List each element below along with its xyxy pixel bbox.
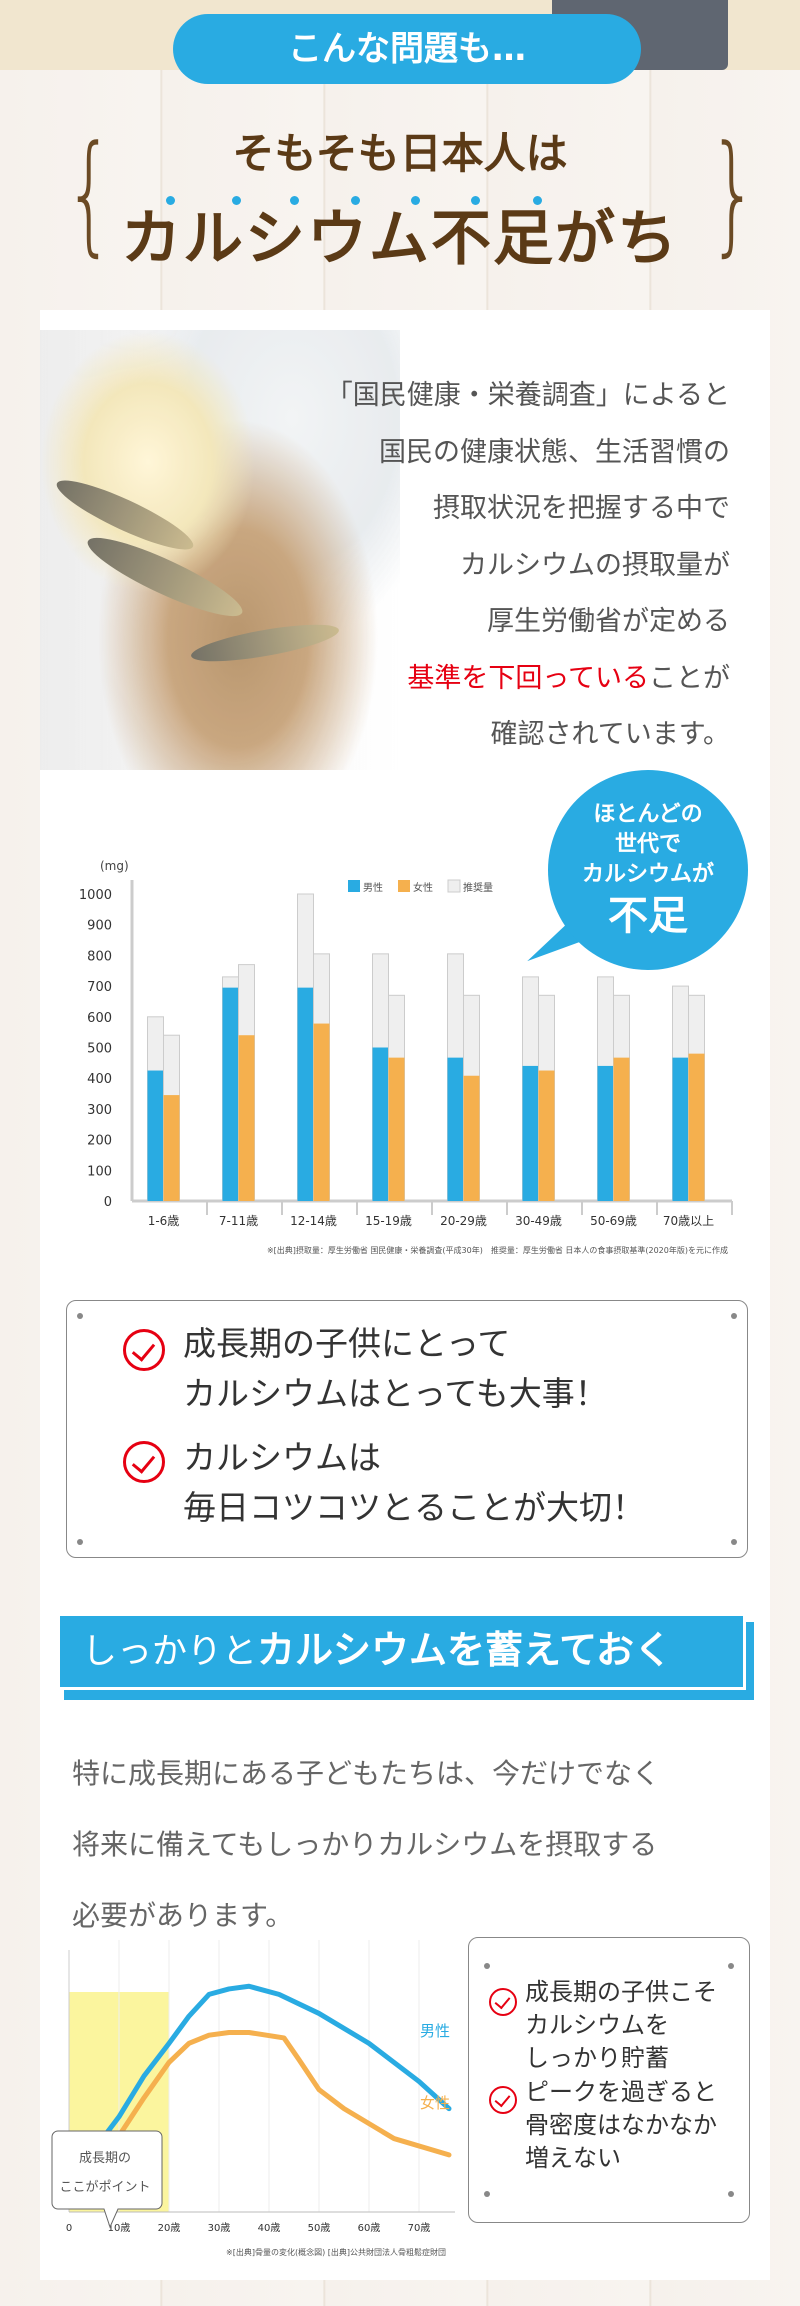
problem-pill: こんな問題も…: [173, 14, 641, 84]
y-tick-label: 400: [87, 1072, 112, 1087]
female-bar: [388, 1057, 405, 1201]
x-tick-label: 40歳: [258, 2222, 281, 2234]
x-tick-label: 10歳: [108, 2222, 131, 2234]
male-bar: [672, 1057, 689, 1201]
male-bar: [522, 1065, 539, 1201]
female-line: [81, 2029, 452, 2182]
x-tick-label: 60歳: [358, 2222, 381, 2234]
heading-line2: カルシウム不足がち: [121, 204, 679, 274]
female-bar: [313, 1023, 330, 1201]
y-tick-label: 1000: [79, 888, 112, 903]
male-line: [81, 1983, 452, 2166]
y-tick-label: 800: [87, 949, 112, 964]
check-icon: [123, 1441, 165, 1483]
x-tick-label: 20-29歳: [440, 1214, 487, 1228]
callout-text: ここがポイント: [59, 2180, 150, 2195]
legend-label: 男性: [363, 881, 383, 894]
female-bar: [688, 1053, 705, 1201]
calcium-bar-chart: (mg) 0 100 200 300 400 500 600 700 800 900 1000 1-6歳…: [79, 859, 733, 1255]
milk-cheese-fish-photo: [40, 330, 400, 770]
male-bar: [147, 1070, 164, 1201]
left-brace: {: [64, 117, 115, 269]
x-tick-label: 30歳: [208, 2222, 231, 2234]
callout-text: 成長期の: [79, 2151, 131, 2166]
right-brace: }: [708, 117, 759, 269]
check-item-2: カルシウムは 毎日コツコツとることが大切！: [183, 1438, 645, 1527]
section-banner: しっかりとカルシウムを蓄えておく: [56, 1612, 746, 1690]
female-bar: [163, 1095, 180, 1201]
y-tick-label: 300: [87, 1103, 112, 1118]
x-tick-label: 30-49歳: [515, 1214, 562, 1228]
side-item-1: 成長期の子供こそ カルシウムを しっかり貯蓄: [525, 1978, 717, 2072]
male-bar: [597, 1065, 614, 1201]
callout-bubble: [51, 2130, 163, 2229]
male-bar: [372, 1047, 389, 1201]
bone-points-box: 成長期の子供こそ カルシウムを しっかり貯蓄 ピークを過ぎると 骨密度はなかなか 増えな…: [468, 1937, 750, 2223]
side-item-2: ピークを過ぎると 骨密度はなかなか 増えない: [525, 2078, 717, 2172]
checklist-box: 成長期の子供にとって カルシウムはとっても大事！ カルシウムは 毎日コツコツとること…: [66, 1300, 748, 1558]
intro-text: 「国民健康・栄養調査」によると 国民の健康状態、生活習慣の 摂取状況を把握する中でカ…: [325, 380, 730, 750]
x-tick-label: 50-69歳: [590, 1214, 637, 1228]
female-bar: [538, 1070, 555, 1201]
legend-swatch: [398, 880, 410, 892]
x-tick-label: 12-14歳: [290, 1214, 337, 1228]
x-tick-label: 70歳以上: [663, 1214, 714, 1228]
legend-swatch: [447, 879, 461, 893]
check-icon: [123, 1329, 165, 1371]
legend-swatch: [348, 880, 360, 892]
check-icon: [489, 2086, 517, 2114]
x-tick-label: 20歳: [158, 2222, 181, 2234]
x-tick-label: 0: [66, 2223, 72, 2234]
male-label: 男性: [420, 2022, 450, 2040]
female-bar: [238, 1035, 255, 1201]
x-tick-label: 1-6歳: [148, 1214, 180, 1228]
male-bar: [447, 1057, 464, 1201]
chart-footnote: ※[出典]骨量の変化(概念図) [出典]公共財団法人骨粗鬆症財団: [226, 2247, 446, 2257]
shortage-bubble: ほとんどの 世代で カルシウムが 不足: [548, 770, 748, 970]
x-tick-label: 7-11歳: [219, 1214, 258, 1228]
highlight-text: 基準を下回っている: [407, 662, 649, 694]
y-axis-unit: (mg): [100, 859, 129, 873]
y-tick-label: 900: [87, 919, 112, 934]
male-bar: [222, 987, 239, 1201]
y-tick-label: 600: [87, 1011, 112, 1026]
female-label: 女性: [420, 2094, 450, 2112]
y-tick-label: 100: [87, 1164, 112, 1179]
x-tick-label: 15-19歳: [365, 1214, 412, 1228]
chart-footnote: ※[出典]摂取量：厚生労働省 国民健康・栄養調査(平成30年) 推奨量：厚生労働…: [267, 1245, 728, 1255]
emphasis-dots: [166, 196, 546, 208]
check-item-1: 成長期の子供にとって カルシウムはとっても大事！: [183, 1324, 608, 1413]
legend-label: 推奨量: [463, 881, 493, 894]
y-tick-label: 500: [87, 1042, 112, 1057]
x-tick-label: 70歳: [408, 2222, 431, 2234]
y-tick-label: 700: [87, 980, 112, 995]
female-bar: [613, 1057, 630, 1201]
heading-line1: そもそも日本人は: [232, 129, 568, 178]
y-tick-label: 0: [104, 1195, 112, 1210]
y-tick-label: 200: [87, 1134, 112, 1149]
legend-label: 女性: [413, 881, 433, 894]
female-bar: [463, 1075, 480, 1201]
body-paragraph: 特に成長期にある子どもたちは、今だけでなく 将来に備えてもしっかりカルシウムを摂取…: [72, 1757, 661, 1932]
x-tick-label: 50歳: [308, 2222, 331, 2234]
check-icon: [489, 1988, 517, 2016]
male-bar: [297, 987, 314, 1201]
